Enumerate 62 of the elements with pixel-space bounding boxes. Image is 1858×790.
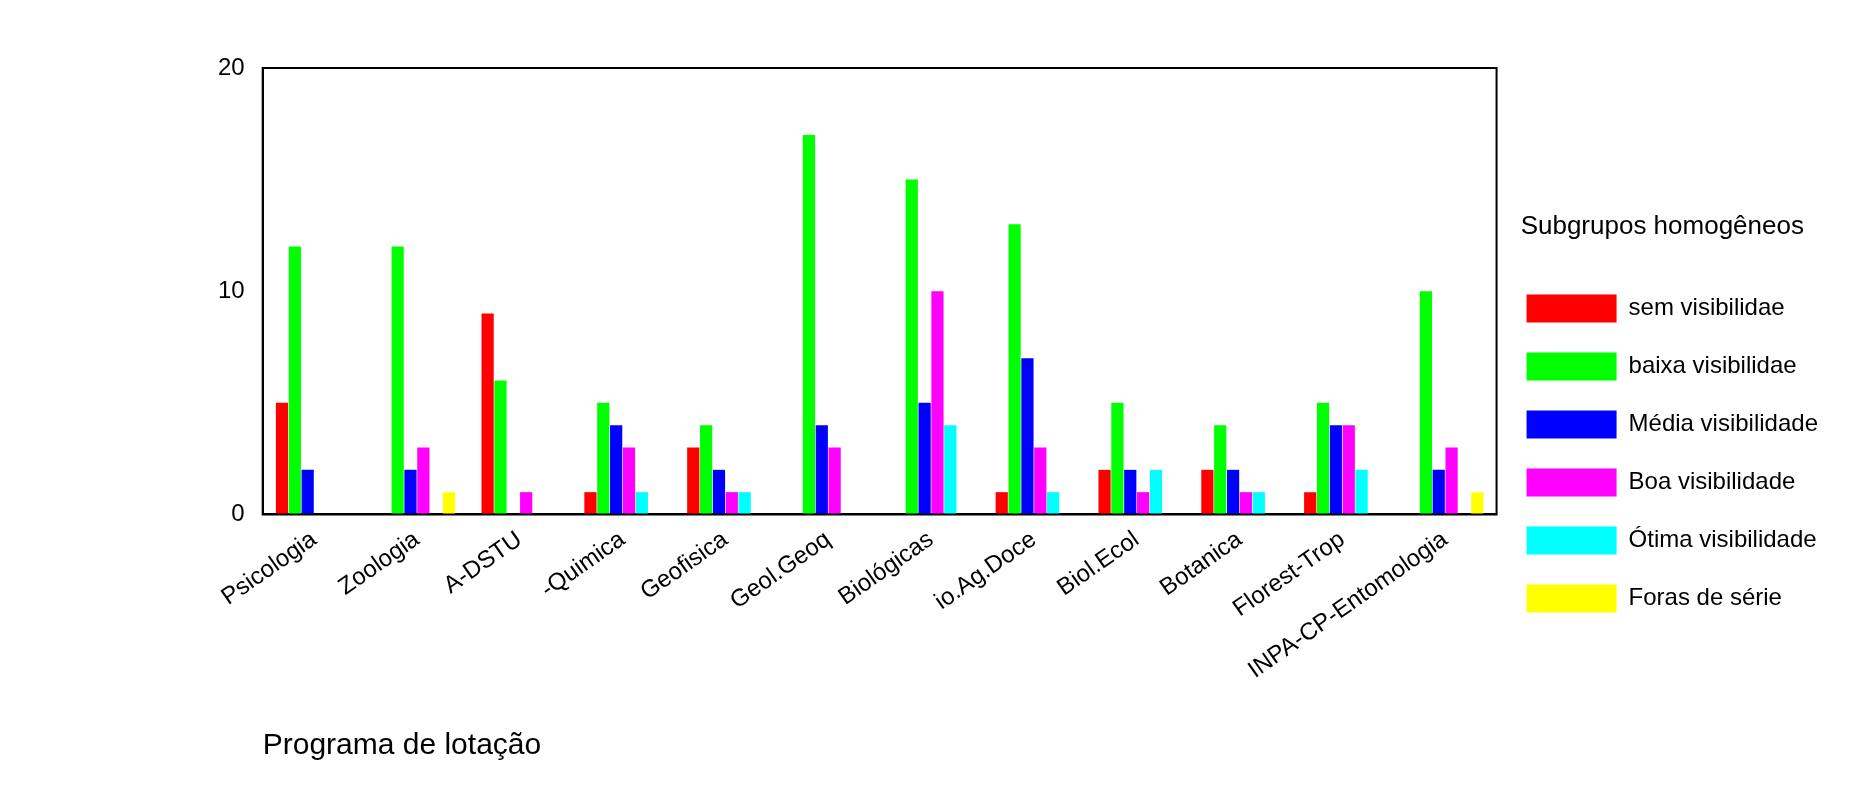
x-axis-title: Programa de lotação <box>262 727 542 761</box>
bar <box>1355 469 1368 515</box>
bar <box>288 246 301 515</box>
bar <box>918 402 931 515</box>
bar <box>1419 291 1432 515</box>
bar <box>687 447 700 515</box>
bar <box>275 402 289 515</box>
legend-title: Subgrupos homogêneos <box>1520 209 1804 240</box>
bar <box>725 492 738 515</box>
bar <box>1445 447 1458 515</box>
bar <box>1471 492 1484 515</box>
bar <box>301 469 314 515</box>
bar <box>1201 469 1214 515</box>
bar <box>520 492 533 515</box>
bar <box>905 179 918 515</box>
bar <box>1021 358 1034 515</box>
bar <box>1111 402 1124 515</box>
y-tick-label: 10 <box>217 275 245 303</box>
bar <box>635 492 648 515</box>
bar <box>442 492 456 515</box>
bar <box>610 425 623 515</box>
bar <box>494 380 507 515</box>
legend-label: baixa visibilidae <box>1628 351 1797 379</box>
bar <box>995 492 1008 515</box>
bar <box>404 469 417 515</box>
bar <box>1214 425 1227 515</box>
bar <box>622 447 636 515</box>
bar <box>1329 425 1343 515</box>
bar <box>597 402 610 515</box>
bar <box>802 134 816 515</box>
bar <box>1239 492 1253 515</box>
bar <box>1304 492 1317 515</box>
legend-label: Boa visibilidade <box>1628 467 1796 495</box>
bar <box>1098 469 1111 515</box>
bar <box>1432 469 1445 515</box>
bar <box>391 246 404 515</box>
legend-label: Foras de série <box>1628 583 1782 611</box>
bar <box>1034 447 1047 515</box>
bar <box>1149 469 1163 515</box>
bar <box>1226 469 1240 515</box>
bar <box>1008 224 1021 515</box>
y-tick-label: 0 <box>231 499 245 527</box>
legend-label: sem visibilidae <box>1628 293 1785 321</box>
bar <box>944 425 957 515</box>
bar <box>738 492 751 515</box>
bar <box>700 425 713 515</box>
bar <box>931 291 944 515</box>
bar <box>815 425 828 515</box>
bar <box>1124 469 1137 515</box>
bar <box>1342 425 1355 515</box>
legend-label: Média visibilidade <box>1628 409 1818 437</box>
bar <box>1252 492 1265 515</box>
legend-label: Ótima visibilidade <box>1628 525 1817 553</box>
bar <box>584 492 597 515</box>
bar <box>481 313 494 515</box>
bar <box>1316 402 1330 515</box>
bar <box>1047 492 1060 515</box>
bar <box>417 447 430 515</box>
y-tick-label: 20 <box>217 52 245 80</box>
bar <box>828 447 841 515</box>
bar <box>1137 492 1150 515</box>
bar <box>712 469 726 515</box>
